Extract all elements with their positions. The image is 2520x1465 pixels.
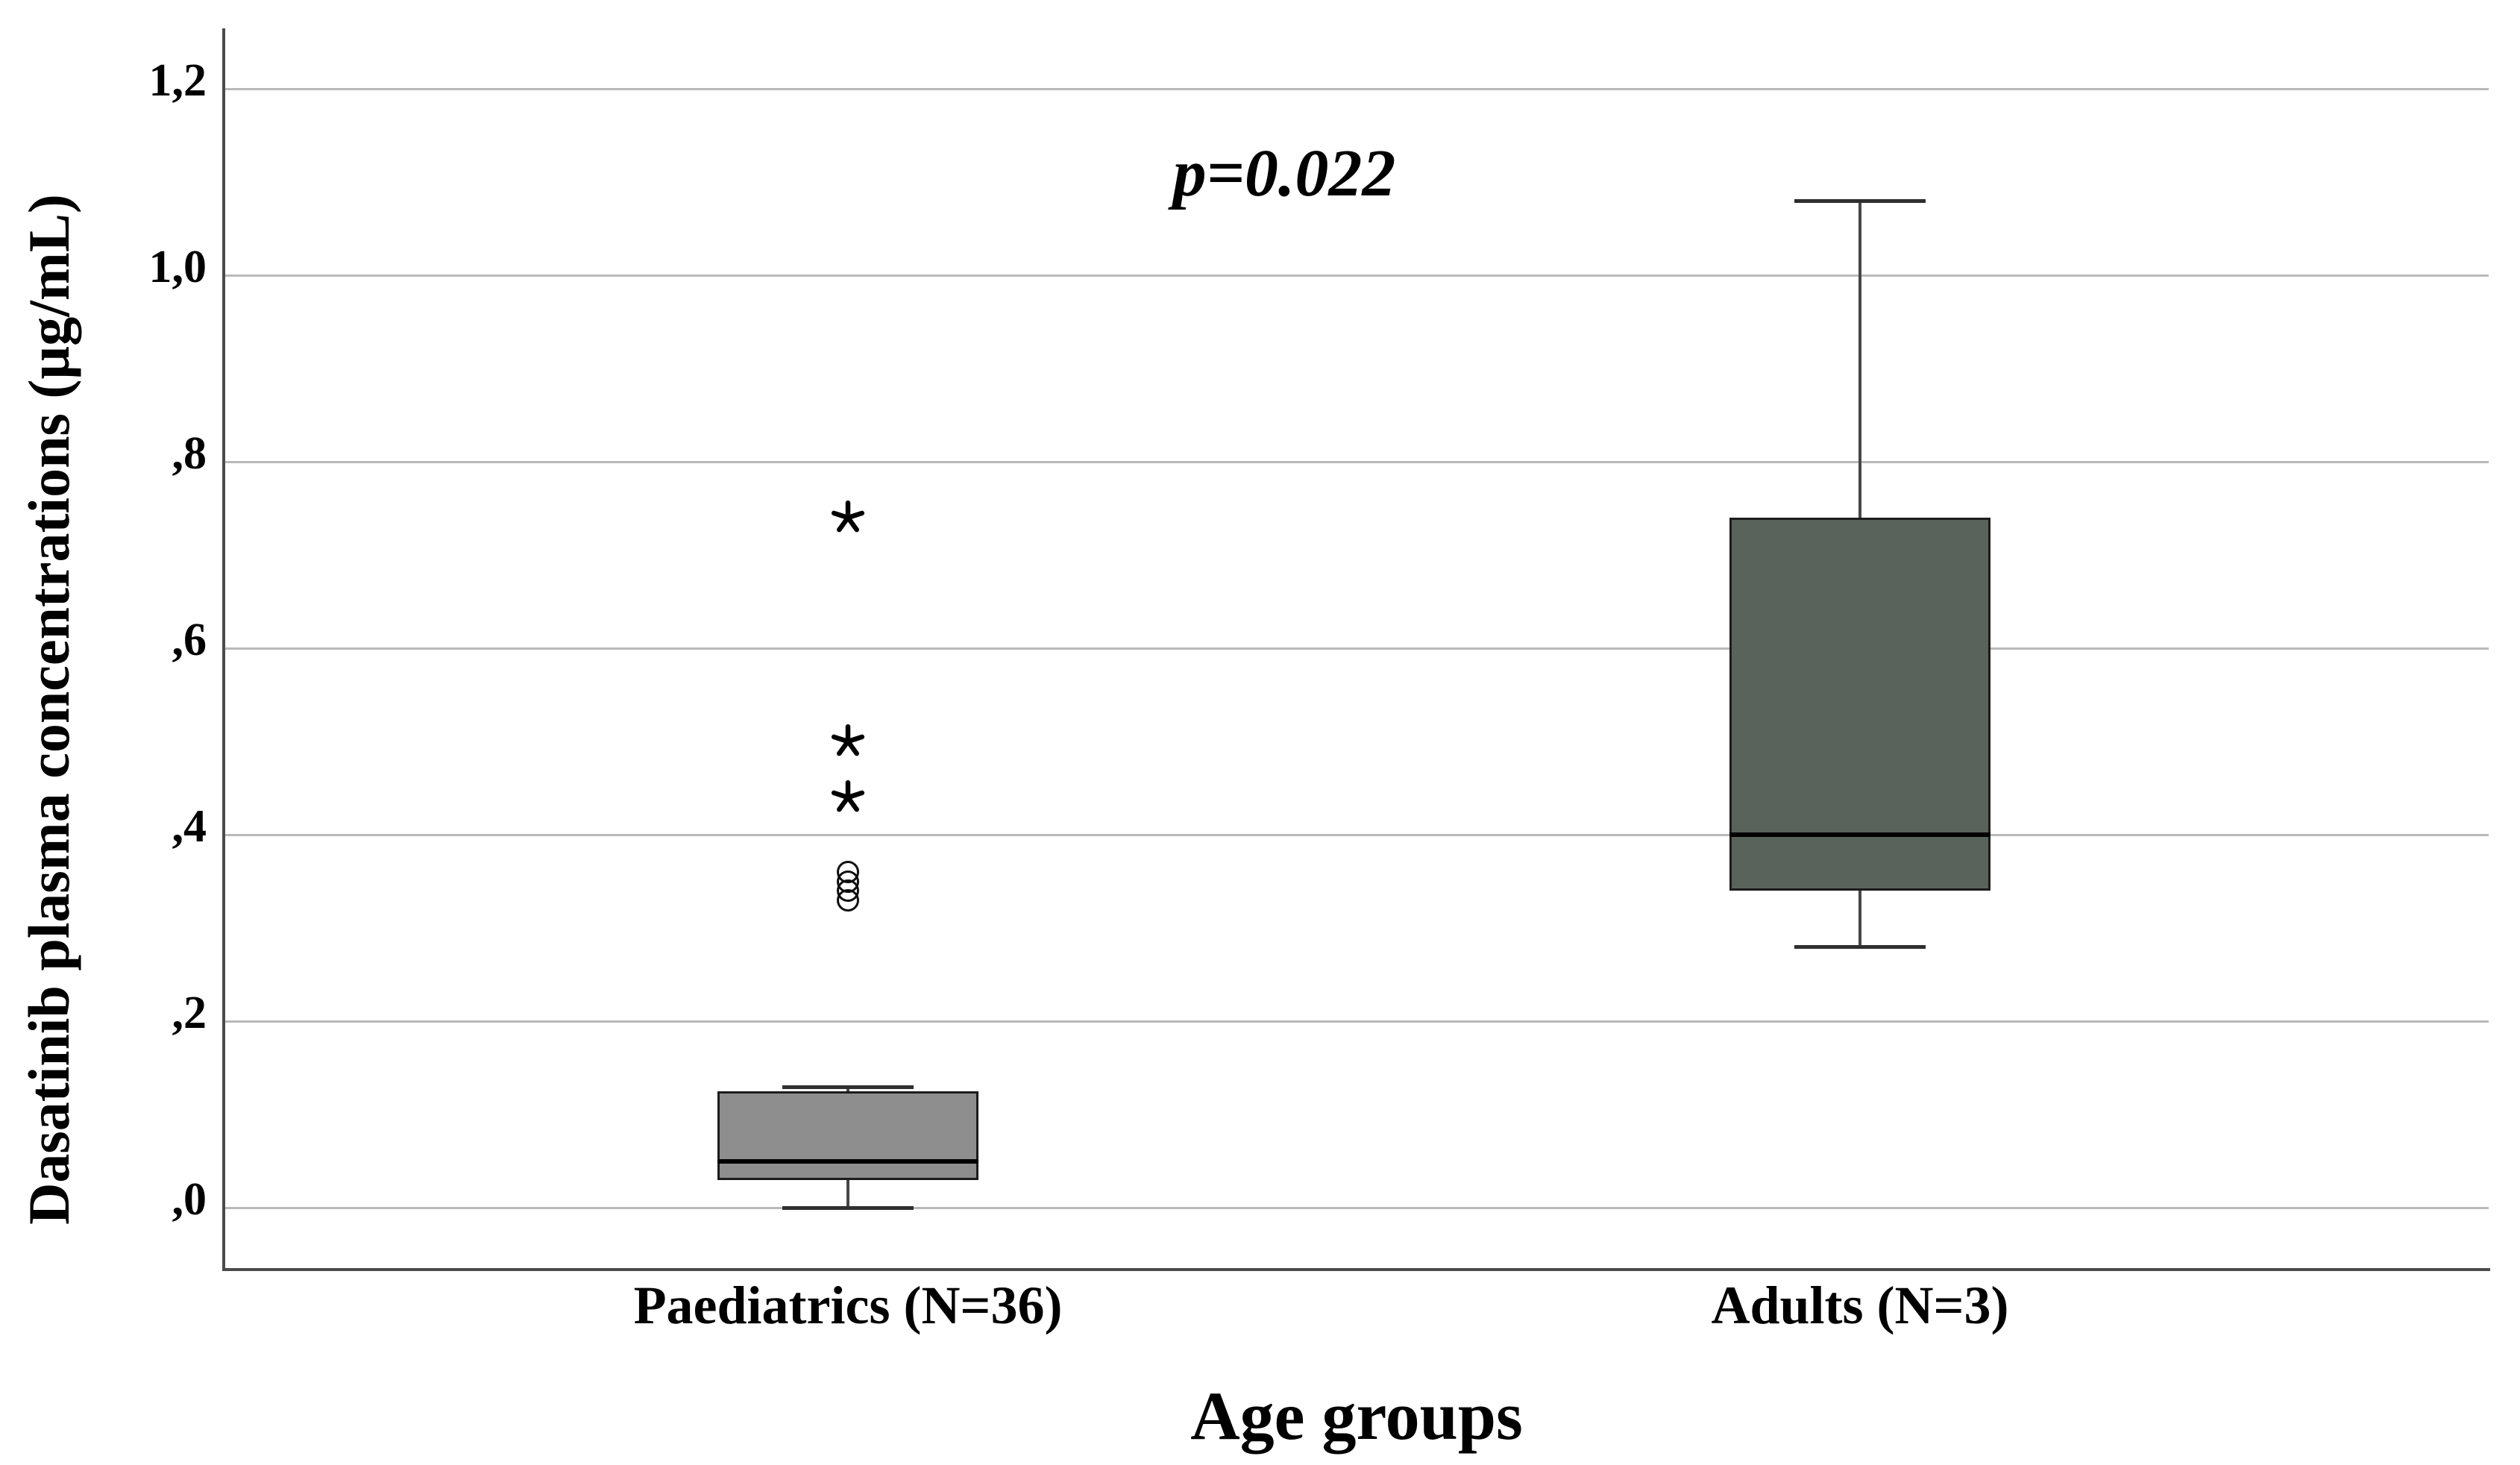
y-tick-label: ,2: [172, 988, 207, 1038]
category-label: Adults (N=3): [1711, 1276, 2009, 1335]
extreme-star-icon: [831, 779, 865, 815]
y-tick-label: ,6: [172, 615, 207, 665]
whisker-cap-upper: [1794, 199, 1926, 203]
extreme-star-icon: [831, 724, 865, 759]
y-tick-label: ,4: [172, 801, 207, 852]
x-axis-line: [222, 1268, 2490, 1271]
gridline: [224, 88, 2489, 90]
gridline: [224, 275, 2489, 277]
box-adults-n-3: [1729, 518, 1990, 891]
box-paediatrics-n-36: [717, 1091, 978, 1180]
outlier-circle-icon: [837, 861, 859, 883]
gridline: [224, 1207, 2489, 1209]
p-value-annotation: p=0.022: [1172, 137, 1396, 210]
whisker-stem-lower: [1858, 891, 1861, 947]
gridline: [224, 834, 2489, 836]
y-tick-label: 1,0: [148, 242, 207, 292]
median-line: [717, 1158, 978, 1164]
y-axis-line: [222, 28, 225, 1270]
x-axis-title: Age groups: [1190, 1378, 1523, 1454]
y-tick-label: ,8: [172, 428, 207, 479]
whisker-stem-upper: [1858, 201, 1861, 518]
gridline: [224, 647, 2489, 650]
category-label: Paediatrics (N=36): [633, 1276, 1063, 1335]
median-line: [1729, 832, 1990, 837]
whisker-stem-upper: [846, 1086, 849, 1091]
y-tick-label: 1,2: [148, 55, 207, 106]
gridline: [224, 461, 2489, 463]
extreme-star-icon: [831, 500, 865, 535]
whisker-stem-lower: [846, 1179, 849, 1208]
gridline: [224, 1020, 2489, 1023]
whisker-cap-lower: [782, 1206, 914, 1210]
y-tick-label: ,0: [172, 1174, 207, 1225]
whisker-cap-upper: [782, 1085, 914, 1089]
whisker-cap-lower: [1794, 945, 1926, 949]
